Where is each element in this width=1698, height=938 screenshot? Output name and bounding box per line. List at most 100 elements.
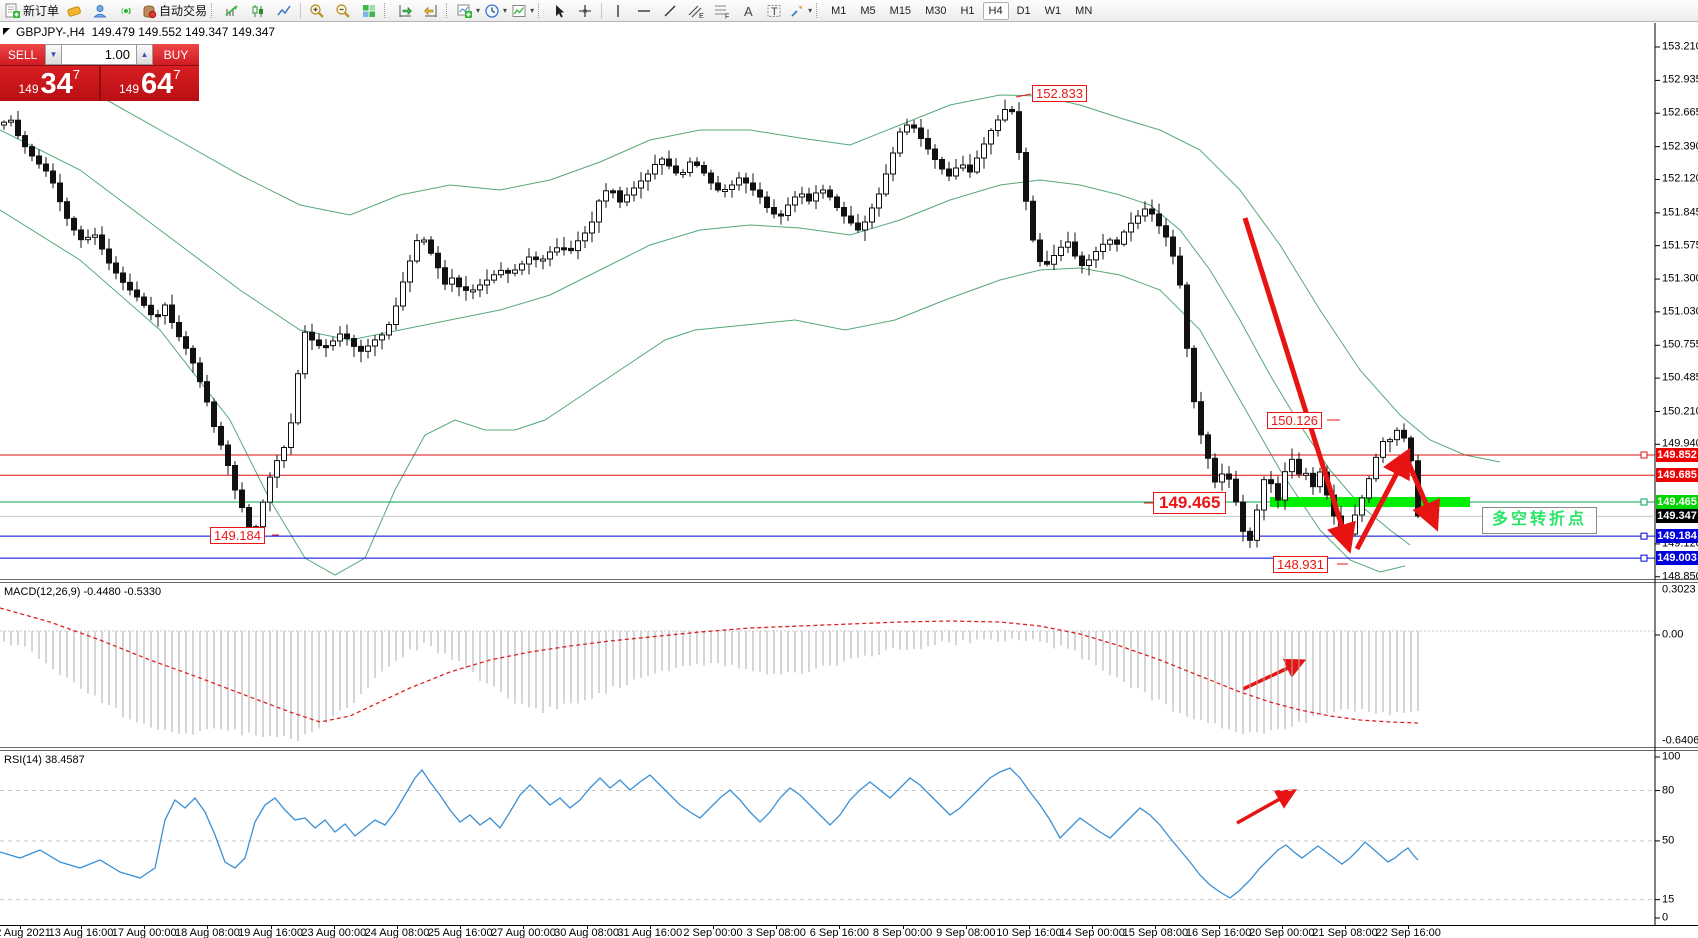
metaeditor-button[interactable] [61,1,87,21]
candle-body [995,119,1001,131]
candle-body [1387,439,1393,443]
timeframe-mn[interactable]: MN [1075,4,1093,17]
buy-price-button[interactable]: 149 64 7 [100,66,199,101]
bar-chart-button[interactable] [219,1,245,21]
candle-body [1121,231,1127,245]
candle-body [1191,347,1197,403]
candle-body [981,143,987,159]
hline-button[interactable] [631,1,657,21]
candle-body [939,159,945,170]
timeframe-m1[interactable]: M1 [831,4,847,17]
line-chart-button[interactable] [271,1,297,21]
autotrade-button[interactable]: 自动交易 [139,1,209,21]
time-axis-label: 21 Sep 08:00 [1312,927,1378,938]
candle-body [1268,479,1274,485]
candle-body [617,190,623,203]
line-selection-marker [1640,451,1648,459]
text-button[interactable]: A [735,1,761,21]
candle-body [1170,236,1176,257]
crosshair-button[interactable] [572,1,598,21]
vline-button[interactable] [605,1,631,21]
trend-arrow [1242,217,1356,554]
signals-button[interactable] [113,1,139,21]
annotation-text-box: 多空转折点 [1482,507,1597,534]
chevron-down-icon: ▾ [476,6,481,15]
candle-body [127,281,133,291]
sell-button[interactable]: SELL [0,44,45,65]
timeframe-w1[interactable]: W1 [1044,4,1062,17]
market-button[interactable] [87,1,113,21]
candle-body [183,336,189,349]
time-axis-label: 13 Aug 16:00 [48,927,114,938]
time-axis-tick [144,926,146,929]
templates-button[interactable]: ▾ [509,1,536,21]
candle-body [1317,471,1323,488]
timeframe-m30[interactable]: M30 [925,4,947,17]
volume-down-button[interactable]: ▼ [45,44,62,65]
new-chart-button[interactable]: ▾ [454,1,482,21]
tile-windows-button[interactable] [356,1,382,21]
new-order-button[interactable]: 新订单 [2,1,61,21]
candle-body [288,422,294,449]
candle-body [575,240,581,252]
candle-body [1051,255,1057,265]
timeframe-h1[interactable]: H1 [960,4,975,17]
candle-body [211,401,217,427]
timeframe-d1[interactable]: D1 [1016,4,1031,17]
candle-body [778,213,784,217]
candle-body [1303,472,1309,476]
candle-body [316,339,322,347]
candle-body [1296,458,1302,475]
chart-symbol-period: GBPJPY-,H4 [16,25,85,39]
zoom-out-button[interactable] [330,1,356,21]
candle-chart-button[interactable] [245,1,271,21]
candle-body [176,322,182,338]
buy-button[interactable]: BUY [153,44,199,65]
candle-body [477,284,483,291]
volume-up-button[interactable]: ▲ [136,44,153,65]
text-label-button[interactable]: T [761,1,787,21]
candle-body [1177,255,1183,286]
y-axis-label: 149.120 [1662,537,1698,550]
time-axis-tick [1029,926,1030,929]
candle-body [813,192,819,202]
svg-text:A: A [744,4,753,19]
sell-price-button[interactable]: 149 34 7 [0,66,99,101]
fibonacci-button[interactable]: F [709,1,735,21]
zoom-in-button[interactable] [304,1,330,21]
periods-button[interactable]: ▾ [482,1,509,21]
price-badge-149.852: 149.852 [1656,447,1698,462]
time-axis-label: 24 Aug 08:00 [364,927,430,938]
timeframe-m15[interactable]: M15 [889,4,912,17]
clock-icon [484,3,500,19]
timeframe-m5[interactable]: M5 [860,4,876,17]
time-axis-label: 31 Aug 16:00 [617,927,683,938]
auto-scroll-button[interactable] [392,1,418,21]
rsi-line [0,767,1419,899]
shapes-button[interactable]: ▾ [787,1,814,21]
label-icon: T [766,3,782,19]
candle-body [715,182,721,191]
candle-body [540,258,546,262]
price-badge-149.465: 149.465 [1656,495,1698,510]
timeframe-h4[interactable]: H4 [982,1,1009,20]
candle-body [596,200,602,223]
time-axis-tick [1408,926,1410,929]
cursor-button[interactable] [546,1,572,21]
channel-button[interactable]: E [683,1,709,21]
time-axis-tick [776,926,778,929]
volume-input[interactable] [62,44,136,65]
candle-body [120,272,126,283]
chart-shift-button[interactable] [418,1,444,21]
trendline-button[interactable] [657,1,683,21]
candle-body [197,362,203,383]
chevron-down-icon: ▾ [503,6,508,15]
trendline-icon [662,3,678,19]
candle-body [1086,259,1092,266]
candle-body [267,476,273,503]
time-axis-tick [1218,926,1220,929]
buy-price-pips: 64 [141,68,174,100]
